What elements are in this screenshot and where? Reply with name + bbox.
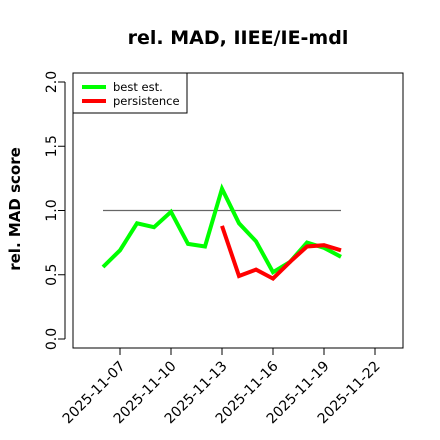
y-tick-label: 0.5 [44,264,60,286]
legend: best est. persistence [72,72,188,114]
series-line-1 [220,225,342,282]
y-tick-label: 1.5 [44,135,60,157]
y-axis: 0.0 0.5 1.0 1.5 2.0 [44,71,66,350]
y-tick-label: 1.0 [44,199,60,221]
series-layer [101,183,342,282]
legend-label-best-est: best est. [113,80,163,94]
chart-title: rel. MAD, IIEE/IE-mdl [128,27,349,49]
y-tick-label: 2.0 [44,71,60,93]
y-axis-label: rel. MAD score [6,147,24,271]
legend-box [72,72,188,114]
legend-label-persistence: persistence [113,94,180,108]
x-axis: 2025-11-072025-11-102025-11-132025-11-16… [60,347,384,427]
y-tick-label: 0.0 [44,328,60,350]
